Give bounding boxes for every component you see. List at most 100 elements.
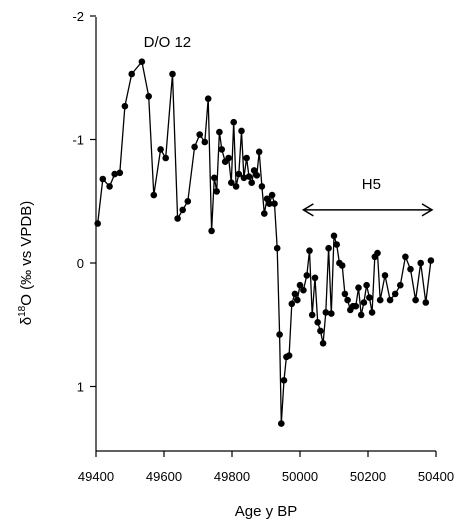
x-axis-title: Age y BP [235, 503, 298, 520]
data-point [300, 286, 307, 294]
data-point [184, 198, 192, 205]
data-point [328, 310, 335, 317]
data-point [266, 200, 273, 207]
y-tick-label: 0 [77, 256, 84, 271]
data-point [243, 154, 250, 162]
x-ticks: 49400 49600 49800 50000 50200 50400 [78, 451, 454, 484]
data-point [116, 169, 124, 177]
data-point [250, 167, 258, 174]
data-point [276, 331, 283, 338]
y-tick-label: 1 [77, 380, 84, 395]
data-point [121, 102, 129, 110]
data-point [303, 272, 311, 279]
data-point [245, 173, 253, 180]
y-tick-label: -1 [72, 133, 84, 148]
data-point [330, 232, 338, 240]
data-point [111, 170, 118, 178]
data-point [338, 262, 346, 269]
data-point [363, 281, 370, 289]
data-point [263, 195, 271, 203]
data-point [280, 377, 288, 384]
data-point [248, 179, 255, 186]
data-point [162, 154, 169, 162]
data-point [386, 296, 394, 304]
data-point [128, 70, 135, 78]
data-point [191, 143, 198, 151]
annotation-label: D/O 12 [144, 34, 192, 51]
data-point [258, 183, 266, 190]
data-point [216, 128, 223, 136]
data-point [240, 174, 248, 182]
data-point [208, 227, 215, 235]
h5-arrow [301, 203, 434, 217]
data-point [232, 183, 240, 190]
data-point [235, 170, 243, 178]
x-tick-label: 49600 [146, 469, 182, 484]
data-point [230, 118, 237, 126]
series-layer [94, 58, 435, 427]
data-point [357, 311, 365, 319]
data-point [261, 210, 268, 217]
data-point [196, 131, 203, 138]
data-point [427, 257, 435, 264]
data-point [273, 244, 281, 252]
x-tick-label: 50000 [282, 469, 318, 484]
data-point [355, 284, 362, 292]
data-point [333, 241, 341, 248]
data-point [412, 296, 419, 304]
data-point [360, 299, 368, 306]
data-point [99, 175, 107, 183]
data-point [218, 146, 226, 153]
data-point [368, 309, 376, 316]
data-point [366, 294, 373, 301]
data-point [174, 215, 181, 222]
data-point [417, 259, 425, 267]
data-point [145, 93, 152, 100]
data-point [268, 191, 276, 199]
data-point [157, 146, 164, 153]
data-point [376, 296, 384, 304]
data-point [271, 200, 278, 207]
data-point [344, 296, 351, 304]
data-point [311, 274, 319, 282]
y-axis-title: δ18O (‰ vs VPDB) [17, 201, 35, 326]
data-point [169, 70, 176, 78]
data-point [391, 290, 399, 298]
data-point [296, 281, 304, 289]
data-point [228, 179, 235, 186]
annotations: D/O 12 H5 [144, 34, 434, 217]
series-line [97, 60, 432, 424]
data-point [94, 220, 101, 227]
data-point [317, 327, 324, 335]
data-point [213, 188, 220, 195]
data-point [319, 340, 327, 347]
data-point [352, 302, 360, 310]
data-point [253, 172, 261, 179]
data-point [201, 138, 209, 146]
data-point [402, 253, 409, 261]
data-point [374, 249, 381, 257]
annotation-label: H5 [362, 176, 381, 193]
data-point [291, 290, 299, 298]
data-point [285, 352, 293, 359]
data-point [306, 247, 313, 254]
x-tick-label: 49400 [78, 469, 114, 484]
data-point [211, 174, 218, 182]
data-point [288, 300, 296, 308]
data-point [238, 127, 245, 135]
data-point [106, 183, 113, 190]
data-point [204, 95, 212, 102]
y-tick-label: -2 [72, 9, 84, 24]
data-point [381, 272, 389, 279]
data-point [255, 148, 263, 156]
x-tick-label: 49800 [214, 469, 250, 484]
data-point [325, 244, 332, 252]
data-point [278, 420, 285, 427]
data-point [150, 191, 158, 199]
data-point [308, 311, 316, 319]
data-point [179, 206, 186, 214]
data-point [225, 154, 232, 162]
data-point [407, 265, 414, 273]
x-tick-label: 50200 [350, 469, 386, 484]
